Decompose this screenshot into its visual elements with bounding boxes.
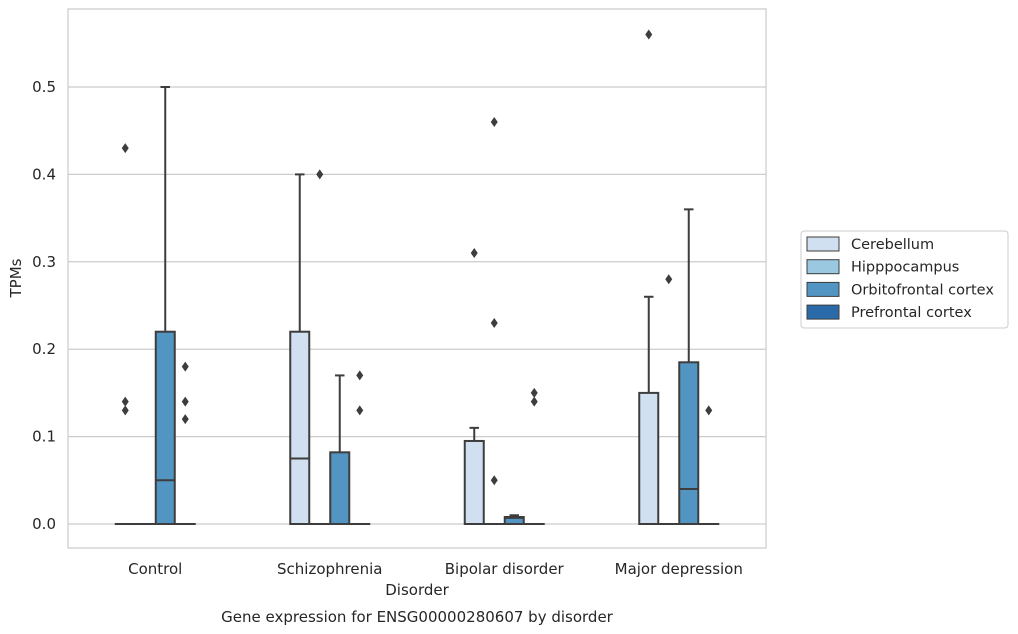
box-orbitofrontal-cortex: [154, 86, 176, 525]
box-hipppocampus: [658, 274, 680, 526]
x-axis-ticks: Control Schizophrenia Bipolar disorder Majo…: [128, 560, 743, 578]
legend-label: Orbitofrontal cortex: [851, 282, 994, 298]
legend: Cerebellum Hipppocampus Orbitofrontal cort…: [800, 230, 1009, 329]
outlier-point: [705, 405, 713, 416]
box-cerebellum: [289, 173, 311, 525]
y-axis-label: TPMs: [7, 258, 25, 298]
box-hipppocampus: [309, 169, 331, 526]
y-tick-label: 0.4: [32, 165, 56, 183]
chart-title: Gene expression for ENSG00000280607 by d…: [221, 608, 614, 626]
box-iqr: [463, 439, 485, 525]
y-tick-label: 0.5: [32, 78, 56, 96]
legend-swatch: [806, 281, 840, 297]
box-cerebellum: [114, 143, 136, 526]
outlier-point: [530, 396, 538, 407]
box-prefrontal-cortex: [698, 405, 720, 526]
legend-swatch: [806, 236, 840, 252]
outlier-point: [181, 396, 189, 407]
outlier-point: [121, 396, 129, 407]
box-series-layer: [114, 29, 720, 526]
outlier-point: [490, 317, 498, 328]
outlier-point: [121, 143, 129, 154]
box-prefrontal-cortex: [523, 387, 545, 526]
outlier-point: [665, 274, 673, 285]
outlier-point: [470, 248, 478, 259]
x-axis-label: Disorder: [385, 581, 449, 599]
outlier-point: [490, 475, 498, 486]
outlier-point: [181, 361, 189, 372]
plot-area-frame: [67, 8, 767, 549]
outlier-point: [530, 387, 538, 398]
legend-label: Prefrontal cortex: [851, 305, 972, 321]
box-hipppocampus: [483, 116, 505, 526]
x-tick-label: Bipolar disorder: [445, 560, 565, 578]
box-prefrontal-cortex: [174, 361, 196, 526]
box-cerebellum: [638, 29, 660, 525]
box-iqr: [678, 361, 700, 525]
outlier-point: [356, 370, 364, 381]
y-tick-label: 0.0: [32, 515, 56, 533]
legend-swatch: [806, 304, 840, 320]
box-iqr: [638, 391, 660, 525]
y-tick-label: 0.2: [32, 340, 56, 358]
outlier-point: [121, 405, 129, 416]
outlier-point: [645, 29, 653, 40]
box-cerebellum: [463, 248, 485, 525]
legend-label: Hipppocampus: [851, 260, 959, 276]
box-iqr: [289, 330, 311, 525]
box-iqr: [329, 451, 351, 525]
legend-frame: [800, 230, 1009, 329]
box-orbitofrontal-cortex: [329, 374, 351, 525]
box-orbitofrontal-cortex: [503, 514, 525, 525]
box-orbitofrontal-cortex: [678, 208, 700, 525]
y-tick-label: 0.1: [32, 428, 56, 446]
x-tick-label: Major depression: [615, 560, 743, 578]
box-iqr: [154, 330, 176, 525]
outlier-point: [490, 116, 498, 127]
x-tick-label: Control: [128, 560, 182, 578]
x-tick-label: Schizophrenia: [277, 560, 382, 578]
y-axis-ticks: 0.0 0.1 0.2 0.3 0.4 0.5: [32, 78, 56, 533]
outlier-point: [181, 414, 189, 425]
outlier-point: [356, 405, 364, 416]
y-tick-label: 0.3: [32, 253, 56, 271]
outlier-point: [316, 169, 324, 180]
legend-swatch: [806, 259, 840, 275]
box-prefrontal-cortex: [349, 370, 371, 526]
legend-label: Cerebellum: [851, 237, 934, 253]
